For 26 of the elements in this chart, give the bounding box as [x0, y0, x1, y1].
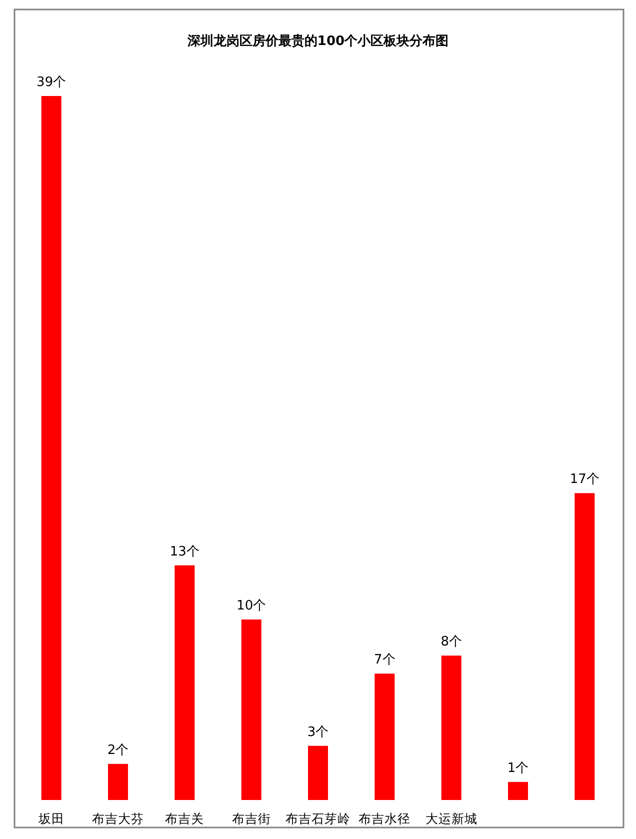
x-tick-label: 布吉街 — [232, 811, 271, 826]
data-label: 3个 — [307, 724, 329, 740]
data-label: 10个 — [236, 598, 266, 614]
bar — [241, 619, 262, 800]
x-tick-label: 布吉石芽岭 — [286, 811, 350, 826]
bar — [108, 764, 128, 800]
x-tick-label: 布吉水径 — [358, 811, 411, 826]
data-label: 13个 — [170, 544, 200, 560]
chart-title: 深圳龙岗区房价最贵的100个小区板块分布图 — [186, 33, 449, 49]
data-label: 8个 — [440, 634, 462, 650]
x-tick-label: 布吉关 — [165, 811, 204, 826]
x-tick-label: 布吉大芬 — [92, 811, 144, 826]
bar — [174, 565, 195, 800]
data-label: 1个 — [507, 760, 529, 776]
x-tick-label: 大运新城 — [425, 811, 478, 826]
bar — [574, 493, 595, 800]
data-label: 17个 — [570, 472, 600, 488]
bar — [374, 674, 395, 800]
data-label: 39个 — [36, 75, 66, 90]
data-label: 7个 — [374, 652, 396, 668]
bar — [508, 782, 528, 800]
bar — [41, 96, 62, 800]
x-tick-label: 坂田 — [37, 811, 64, 826]
bar — [308, 746, 328, 800]
data-label: 2个 — [107, 742, 129, 758]
bar — [441, 656, 462, 800]
